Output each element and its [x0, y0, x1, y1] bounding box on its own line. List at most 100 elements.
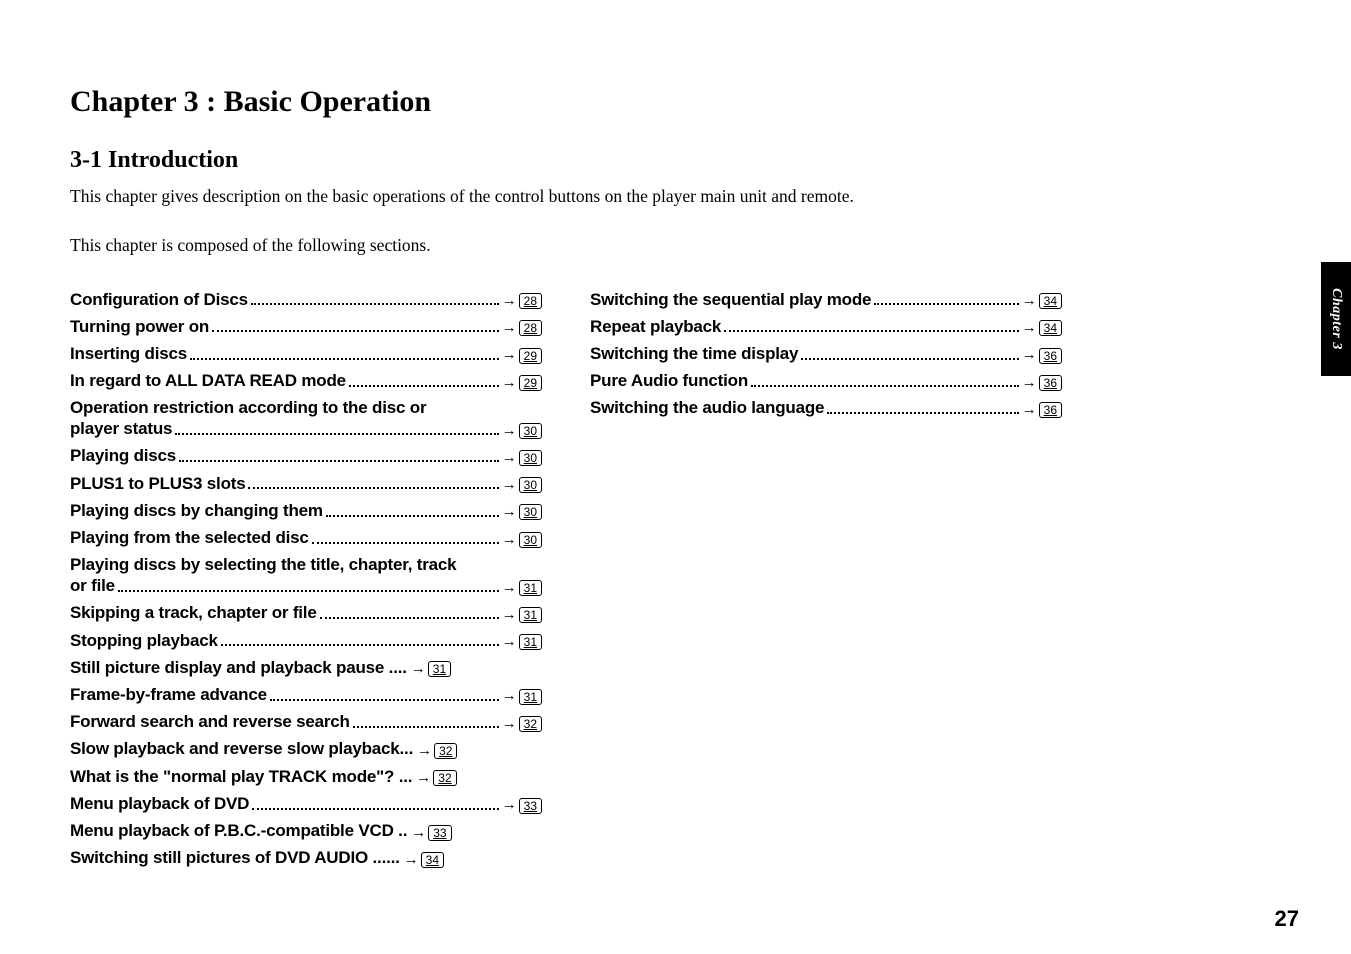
toc-page-ref[interactable]: →34 — [1022, 319, 1062, 337]
arrow-icon: → — [502, 449, 517, 467]
page-number-box: 31 — [519, 580, 542, 596]
page-number-box: 36 — [1039, 375, 1062, 391]
arrow-icon: → — [502, 476, 517, 494]
toc-page-ref[interactable]: →36 — [1022, 346, 1062, 364]
arrow-icon: → — [404, 851, 419, 869]
toc-column-left: Configuration of Discs→28Turning power o… — [70, 290, 542, 876]
toc-leader — [320, 617, 499, 619]
arrow-icon: → — [417, 742, 432, 760]
arrow-icon: → — [502, 633, 517, 651]
toc-page-ref[interactable]: →34 — [1022, 292, 1062, 310]
page-number-box: 36 — [1039, 402, 1062, 418]
toc-row: Forward search and reverse search→32 — [70, 712, 542, 733]
section-title: 3-1 Introduction — [70, 147, 1281, 174]
toc-label-line2: player status — [70, 419, 172, 440]
page-number-box: 28 — [519, 293, 542, 309]
toc-row: Menu playback of DVD →33 — [70, 794, 542, 815]
arrow-icon: → — [502, 796, 517, 814]
toc-page-ref[interactable]: →31 — [502, 579, 542, 597]
page-number-box: 29 — [519, 375, 542, 391]
arrow-icon: → — [411, 660, 426, 678]
toc-row: Menu playback of P.B.C.-compatible VCD .… — [70, 821, 542, 842]
toc-label: Switching the time display — [590, 344, 798, 365]
page-number-box: 34 — [1039, 320, 1062, 336]
manual-page: Chapter 3 : Basic Operation 3-1 Introduc… — [0, 0, 1351, 954]
toc-page-ref[interactable]: →30 — [502, 531, 542, 549]
toc-label: Menu playback of DVD — [70, 794, 249, 815]
toc-page-ref[interactable]: →30 — [502, 476, 542, 494]
toc-label: Playing from the selected disc — [70, 528, 309, 549]
toc-page-ref[interactable]: →31 — [502, 633, 542, 651]
toc-label: Pure Audio function — [590, 371, 748, 392]
page-number-box: 28 — [519, 320, 542, 336]
toc-label: Stopping playback — [70, 631, 218, 652]
toc-page-ref[interactable]: →36 — [1022, 401, 1062, 419]
toc-label: Configuration of Discs — [70, 290, 248, 311]
arrow-icon: → — [416, 769, 431, 787]
toc-label: Slow playback and reverse slow playback.… — [70, 739, 413, 760]
toc-page-ref[interactable]: →33 — [411, 824, 451, 842]
toc-page-ref[interactable]: →32 — [417, 742, 457, 760]
page-number-box: 30 — [519, 477, 542, 493]
arrow-icon: → — [502, 715, 517, 733]
toc-page-ref[interactable]: →36 — [1022, 374, 1062, 392]
toc-leader — [353, 726, 499, 728]
toc-label: Switching the sequential play mode — [590, 290, 871, 311]
toc-leader — [801, 358, 1018, 360]
toc-leader — [179, 460, 499, 462]
page-number-box: 32 — [433, 770, 456, 786]
toc-leader — [312, 542, 499, 544]
page-number-box: 33 — [519, 798, 542, 814]
toc-page-ref[interactable]: →31 — [502, 687, 542, 705]
toc-row: PLUS1 to PLUS3 slots→30 — [70, 474, 542, 495]
arrow-icon: → — [411, 824, 426, 842]
page-number-box: 32 — [519, 716, 542, 732]
toc-columns: Configuration of Discs→28Turning power o… — [70, 290, 1281, 876]
page-number-box: 30 — [519, 504, 542, 520]
toc-page-ref[interactable]: →34 — [404, 851, 444, 869]
toc-row: Still picture display and playback pause… — [70, 658, 542, 679]
toc-leader — [349, 385, 499, 387]
toc-page-ref[interactable]: →28 — [502, 319, 542, 337]
toc-page-ref[interactable]: →31 — [411, 660, 451, 678]
toc-leader — [270, 699, 499, 701]
toc-page-ref[interactable]: →31 — [502, 606, 542, 624]
page-number-box: 31 — [428, 661, 451, 677]
arrow-icon: → — [502, 503, 517, 521]
toc-page-ref[interactable]: →30 — [502, 503, 542, 521]
toc-page-ref[interactable]: →30 — [502, 422, 542, 440]
toc-row: Switching still pictures of DVD AUDIO ..… — [70, 848, 542, 869]
toc-column-right: Switching the sequential play mode→34Rep… — [590, 290, 1062, 876]
toc-leader — [221, 644, 499, 646]
toc-row: Configuration of Discs →28 — [70, 290, 542, 311]
toc-page-ref[interactable]: →32 — [502, 715, 542, 733]
toc-label: Still picture display and playback pause… — [70, 658, 407, 679]
intro-paragraph: This chapter gives description on the ba… — [70, 184, 1281, 209]
arrow-icon: → — [502, 292, 517, 310]
page-number-box: 30 — [519, 532, 542, 548]
toc-row: Switching the audio language →36 — [590, 398, 1062, 419]
toc-page-ref[interactable]: →29 — [502, 374, 542, 392]
toc-leader — [175, 433, 498, 435]
toc-page-ref[interactable]: →32 — [416, 769, 456, 787]
arrow-icon: → — [1022, 292, 1037, 310]
toc-label-line1: Operation restriction according to the d… — [70, 398, 542, 419]
arrow-icon: → — [502, 346, 517, 364]
page-number-box: 30 — [519, 450, 542, 466]
chapter-side-tab: Chapter 3 — [1321, 262, 1351, 376]
arrow-icon: → — [1022, 374, 1037, 392]
toc-page-ref[interactable]: →30 — [502, 449, 542, 467]
toc-page-ref[interactable]: →33 — [502, 796, 542, 814]
toc-page-ref[interactable]: →28 — [502, 292, 542, 310]
toc-page-ref[interactable]: →29 — [502, 346, 542, 364]
page-number-box: 34 — [421, 852, 444, 868]
toc-label: Switching the audio language — [590, 398, 824, 419]
toc-leader — [118, 590, 499, 592]
toc-label: Menu playback of P.B.C.-compatible VCD .… — [70, 821, 407, 842]
page-number-box: 31 — [519, 689, 542, 705]
page-number-box: 34 — [1039, 293, 1062, 309]
toc-row: Skipping a track, chapter or file→31 — [70, 603, 542, 624]
toc-leader — [827, 412, 1018, 414]
chapter-title: Chapter 3 : Basic Operation — [70, 85, 1281, 119]
page-number-box: 31 — [519, 634, 542, 650]
